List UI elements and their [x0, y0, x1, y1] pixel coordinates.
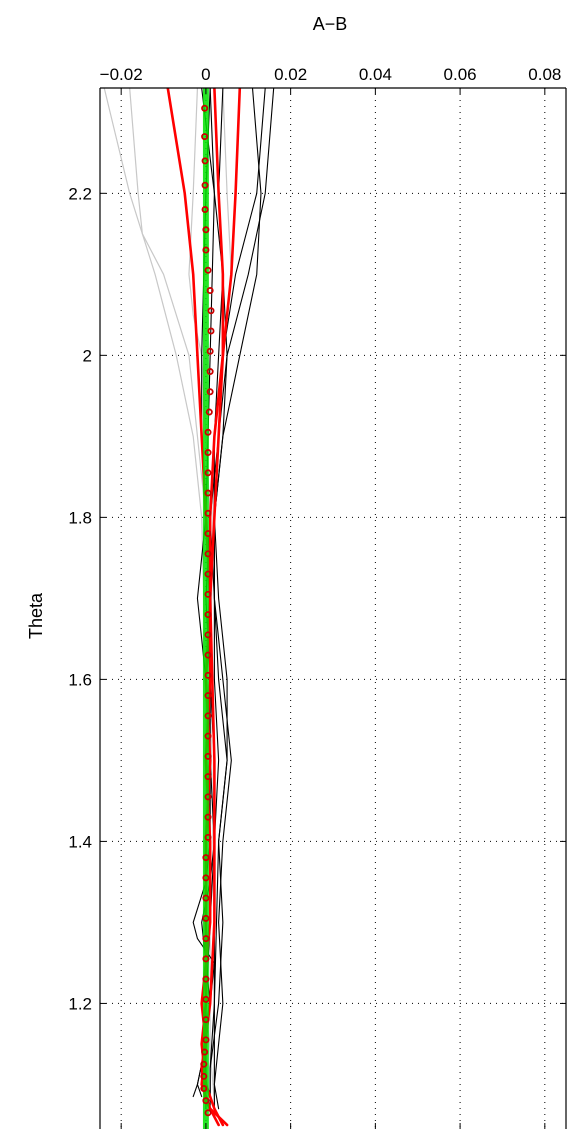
data-marker: [204, 773, 212, 781]
data-marker: [204, 692, 212, 700]
y-tick-label: 2.2: [68, 184, 92, 203]
y-tick-label: 1.8: [68, 508, 92, 527]
data-marker: [201, 1048, 209, 1056]
data-marker: [202, 935, 210, 943]
data-marker: [204, 793, 212, 801]
data-marker: [204, 266, 212, 274]
y-tick-label: 1.2: [68, 994, 92, 1013]
data-marker: [204, 611, 212, 619]
data-marker: [200, 1084, 208, 1092]
data-marker: [202, 894, 210, 902]
series-line-black: [209, 88, 262, 1110]
data-marker: [204, 631, 212, 639]
data-marker: [202, 1036, 210, 1044]
grid: [100, 88, 566, 1129]
series-line-red: [166, 88, 229, 1127]
y-tick-label: 2: [83, 346, 92, 365]
data-marker: [201, 104, 209, 112]
data-marker: [201, 206, 209, 214]
x-tick-label: 0.08: [528, 65, 561, 84]
data-marker: [204, 530, 212, 538]
x-tick-label: −0.02: [100, 65, 143, 84]
data-marker: [204, 469, 212, 477]
data-marker: [204, 489, 212, 497]
data-marker: [202, 1016, 210, 1024]
data-marker: [206, 347, 214, 355]
data-marker: [204, 1109, 212, 1117]
data-marker: [204, 428, 212, 436]
data-marker: [202, 226, 210, 234]
data-marker: [206, 287, 214, 295]
data-marker: [202, 995, 210, 1003]
data-marker: [204, 671, 212, 679]
data-marker: [204, 752, 212, 760]
series-line-black: [209, 88, 232, 1110]
data-marker: [202, 854, 210, 862]
data-marker: [204, 813, 212, 821]
data-marker: [205, 408, 213, 416]
y-tick-label: 1.6: [68, 670, 92, 689]
data-marker: [204, 570, 212, 578]
data-marker: [207, 307, 215, 315]
data-marker: [201, 157, 209, 165]
data-marker: [202, 955, 210, 963]
data-marker: [204, 509, 212, 517]
plot-area: [103, 88, 275, 1129]
data-marker: [202, 1097, 210, 1105]
data-marker: [204, 550, 212, 558]
data-marker: [200, 1072, 208, 1080]
x-tick-label: 0.04: [359, 65, 392, 84]
data-marker: [204, 590, 212, 598]
data-marker: [201, 181, 209, 189]
data-marker: [206, 388, 214, 396]
data-marker: [202, 246, 210, 254]
data-marker: [201, 133, 209, 141]
data-marker: [200, 1060, 208, 1068]
data-marker: [204, 449, 212, 457]
x-tick-label: 0: [201, 65, 210, 84]
series-line-red: [200, 88, 225, 1127]
y-tick-label: 1.4: [68, 832, 92, 851]
data-marker: [202, 874, 210, 882]
data-marker: [204, 712, 212, 720]
data-marker: [204, 833, 212, 841]
axes: −0.02 0 0.02 0.04 0.06 0.08 1.2 1.4 1.6 1.8 2 2.2: [68, 65, 567, 1129]
data-marker: [202, 975, 210, 983]
y-axis-label: Theta: [26, 592, 46, 639]
x-tick-label: 0.02: [274, 65, 307, 84]
data-marker: [204, 651, 212, 659]
x-tick-label: 0.06: [444, 65, 477, 84]
data-marker: [202, 914, 210, 922]
x-axis-label: A−B: [313, 14, 348, 34]
data-marker: [206, 368, 214, 376]
confidence-band: [202, 88, 209, 1129]
data-marker: [204, 732, 212, 740]
data-marker: [207, 327, 215, 335]
